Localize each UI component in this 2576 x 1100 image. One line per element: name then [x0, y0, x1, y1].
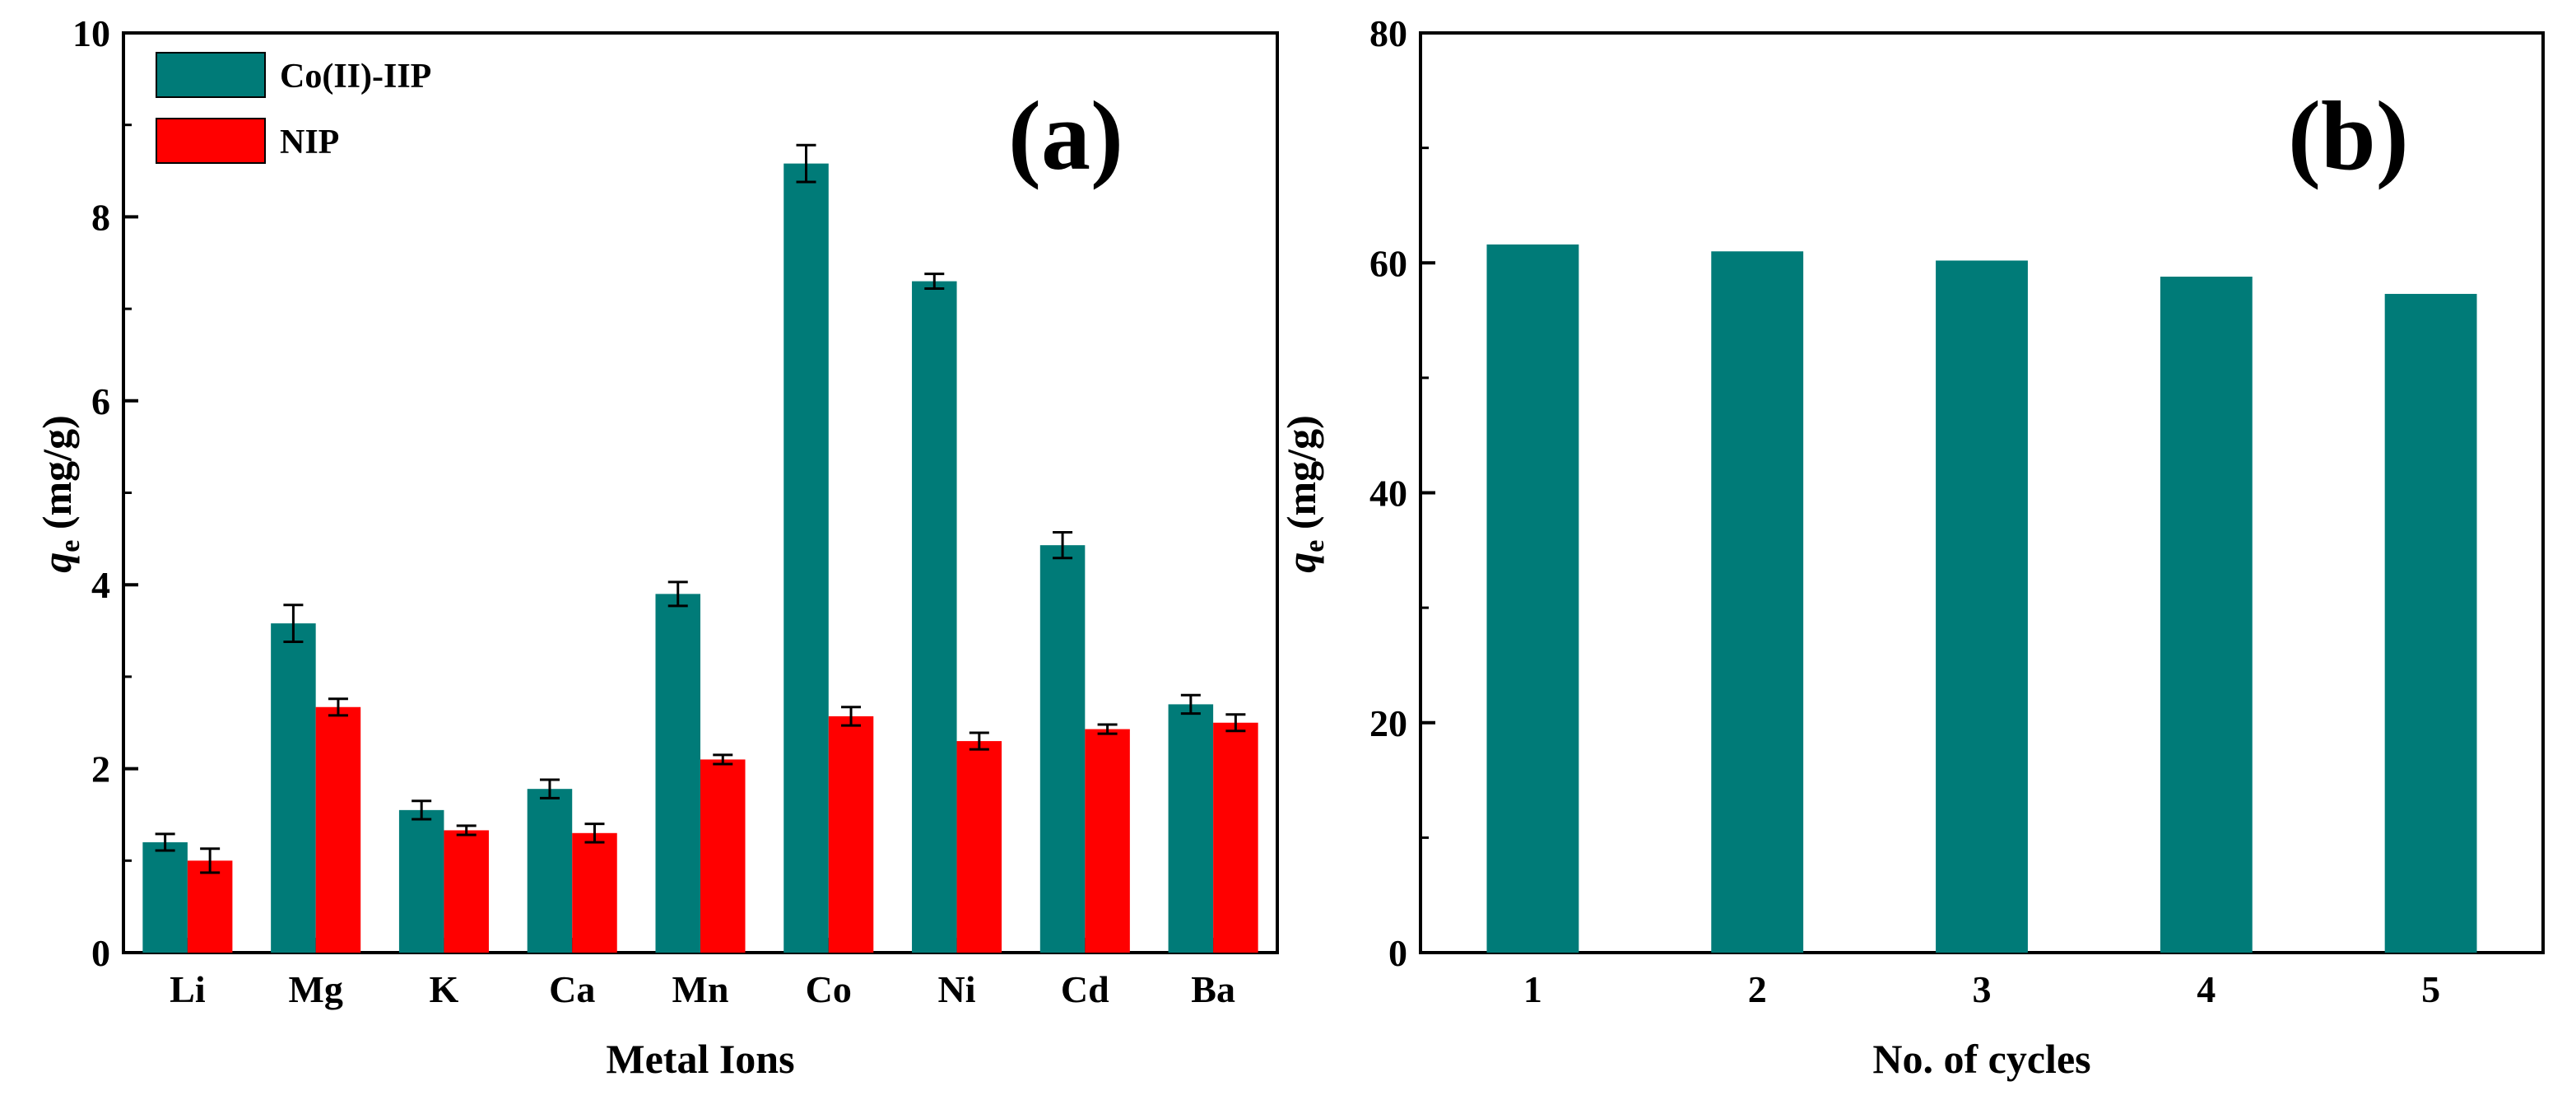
error-bar — [1180, 693, 1201, 715]
bar-a-Cd-s1 — [1085, 729, 1130, 953]
error-bar — [969, 731, 989, 751]
panel-label-b: (b) — [2288, 81, 2409, 190]
y-tick-label-b: 80 — [1369, 12, 1407, 54]
bar-a-Mn-s0 — [655, 594, 700, 953]
bar-a-Cd-s0 — [1039, 545, 1086, 953]
bar-b-2-s0 — [1711, 251, 1804, 953]
x-axis-title-b: No. of cycles — [1872, 1036, 2090, 1082]
bars-a — [142, 143, 1258, 953]
x-tick-label-b: 3 — [1973, 968, 1992, 1010]
panel-label-a: (a) — [1008, 81, 1123, 190]
error-bar — [1053, 531, 1073, 560]
y-axis-sub-b: e — [1300, 540, 1330, 552]
bar-a-Ba-s0 — [1168, 704, 1214, 953]
error-bar — [539, 778, 560, 799]
y-axis-sub-a: e — [55, 540, 86, 552]
y-tick-label-a: 2 — [91, 748, 110, 790]
y-tick-label-a: 10 — [72, 12, 110, 54]
bar-a-Ni-s1 — [956, 741, 1002, 953]
error-bar — [796, 143, 816, 184]
x-tick-label-b: 1 — [1523, 968, 1542, 1010]
bars-b — [1486, 244, 2477, 953]
error-bar — [155, 832, 175, 852]
x-axis-title-a: Metal Ions — [606, 1036, 794, 1082]
error-bar — [584, 823, 605, 844]
y-ticks-b: 0 20 40 60 80 — [1369, 12, 1435, 974]
y-tick-label-b: 20 — [1369, 702, 1407, 744]
y-ticks-a: 0 2 4 6 8 10 — [72, 12, 138, 974]
y-tick-label-b: 60 — [1369, 242, 1407, 284]
x-tick-label-a: Ni — [938, 968, 976, 1010]
x-tick-label-a: Mg — [288, 968, 342, 1010]
x-tick-label-a: Mn — [672, 968, 729, 1010]
legend-swatch-co-iip — [156, 52, 266, 98]
x-tick-label-b: 2 — [1748, 968, 1767, 1010]
bar-a-K-s1 — [444, 830, 489, 953]
error-bar — [412, 799, 432, 821]
legend-swatch-nip — [156, 118, 266, 164]
x-tick-label-b: 4 — [2197, 968, 2216, 1010]
panel-a: 0 2 4 6 8 10 Li Mg K Ca Mn Co Ni Cd Ba Metal Ions qe … — [34, 12, 1279, 1082]
bar-a-Ni-s0 — [912, 281, 957, 953]
y-axis-title-b: qe (mg/g) — [1278, 415, 1330, 572]
error-bar — [924, 273, 945, 291]
x-tick-label-a: Ca — [549, 968, 595, 1010]
bar-a-Mn-s1 — [700, 759, 746, 953]
bar-b-4-s0 — [2160, 277, 2253, 953]
error-bar — [841, 706, 862, 727]
y-axis-unit-b: (mg/g) — [1278, 415, 1324, 539]
y-axis-q-a: q — [34, 552, 80, 573]
x-tick-label-a: Co — [806, 968, 852, 1010]
x-tick-label-b: 5 — [2421, 968, 2440, 1010]
error-bar — [1097, 723, 1118, 735]
y-tick-label-b: 40 — [1369, 473, 1407, 515]
bar-a-Ba-s1 — [1213, 722, 1258, 953]
bar-a-Co-s1 — [828, 715, 874, 953]
y-axis-unit-a: (mg/g) — [34, 415, 80, 539]
error-bar — [283, 604, 304, 643]
bar-a-Li-s1 — [187, 860, 233, 953]
error-bar — [328, 697, 348, 717]
x-tick-label-a: Ba — [1191, 968, 1235, 1010]
error-bar — [667, 580, 688, 608]
bar-a-Mg-s1 — [315, 706, 361, 953]
x-tick-label-a: Cd — [1061, 968, 1109, 1010]
y-tick-label-b: 0 — [1388, 932, 1407, 974]
x-tick-label-a: Li — [170, 968, 206, 1010]
bar-a-Ca-s0 — [527, 789, 573, 953]
bar-a-K-s0 — [398, 809, 444, 953]
legend-label-co-iip: Co(II)-IIP — [280, 58, 431, 96]
x-tick-label-a: K — [430, 968, 459, 1010]
error-bar — [200, 847, 221, 874]
error-bar — [1225, 713, 1246, 733]
legend-a: Co(II)-IIP NIP — [156, 52, 431, 164]
bar-b-1-s0 — [1486, 244, 1579, 953]
bar-a-Ca-s1 — [572, 832, 617, 953]
bar-b-5-s0 — [2384, 293, 2477, 953]
bar-a-Co-s0 — [783, 163, 829, 953]
y-tick-label-a: 4 — [91, 564, 110, 606]
y-axis-q-b: q — [1278, 552, 1324, 573]
y-tick-label-a: 0 — [91, 932, 110, 974]
bar-b-3-s0 — [1936, 260, 2028, 953]
legend-label-nip: NIP — [280, 124, 339, 161]
error-bar — [713, 753, 733, 766]
y-tick-label-a: 6 — [91, 380, 110, 422]
error-bar — [456, 824, 477, 837]
bar-a-Mg-s0 — [271, 623, 316, 953]
y-axis-title-a: qe (mg/g) — [34, 415, 86, 572]
y-tick-label-a: 8 — [91, 196, 110, 238]
bar-a-Li-s0 — [142, 841, 188, 953]
